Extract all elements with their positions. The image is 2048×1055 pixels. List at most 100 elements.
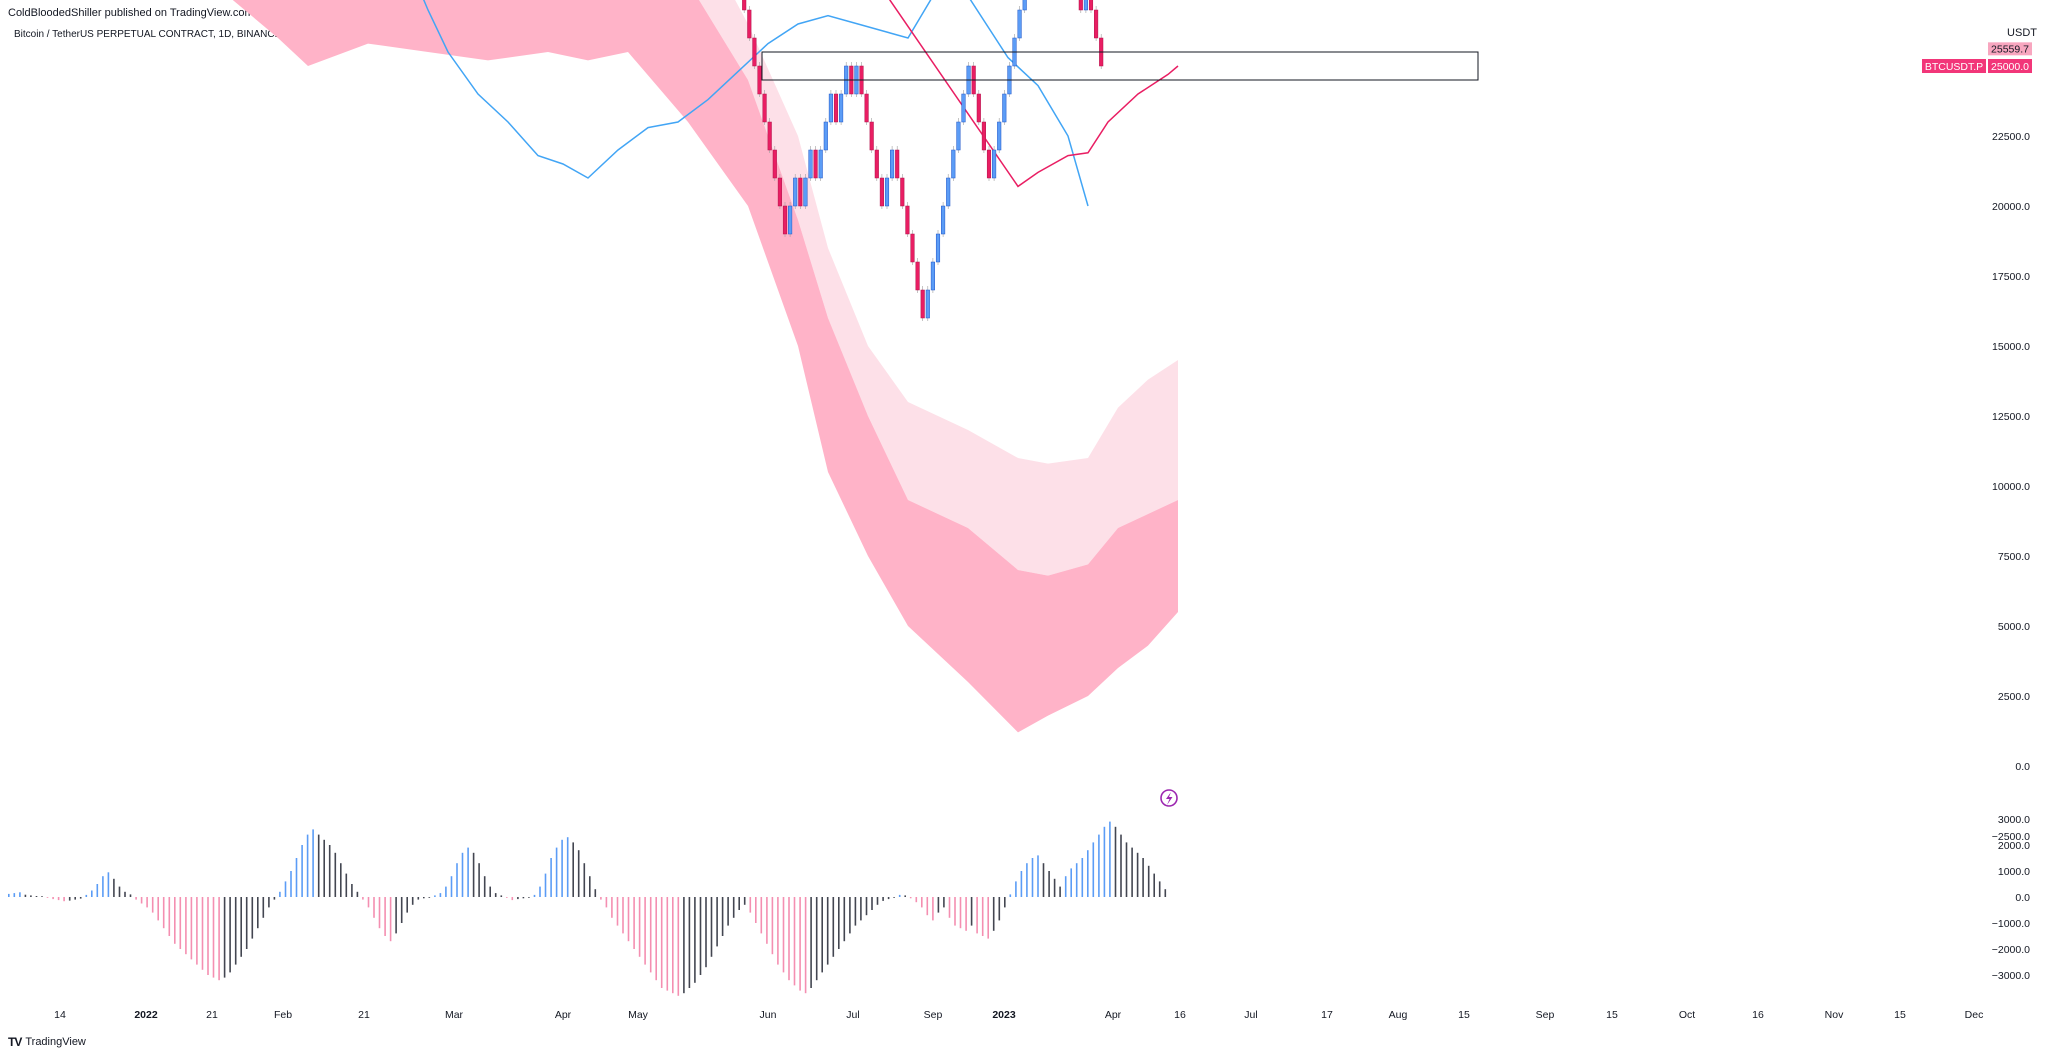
tradingview-logo: TV — [8, 1035, 22, 1049]
histogram-bar — [915, 897, 918, 903]
renko-brick-up — [839, 93, 844, 123]
histogram-bar — [550, 858, 552, 897]
histogram-bar — [826, 897, 829, 965]
histogram-bar — [904, 895, 906, 897]
renko-brick-down — [1094, 9, 1099, 39]
histogram-bar — [716, 897, 718, 947]
x-tick-label: 14 — [54, 1009, 66, 1021]
histogram-bar — [411, 897, 414, 905]
currency-label[interactable]: USDT — [2007, 27, 2037, 39]
histogram-bar — [921, 897, 923, 908]
renko-brick-up — [884, 177, 890, 207]
histogram-bar — [743, 897, 746, 905]
histogram-bar — [965, 897, 967, 931]
ribbon-bands — [232, 0, 1178, 733]
histogram-bar — [932, 897, 934, 921]
histogram-bar — [478, 863, 480, 897]
histogram-bar — [771, 897, 774, 955]
histogram-bar — [1114, 826, 1117, 897]
histogram-bar — [738, 897, 740, 910]
histogram-bar — [1153, 873, 1155, 897]
histogram-bar — [533, 894, 536, 897]
renko-brick-down — [986, 149, 992, 179]
histogram-bar — [766, 897, 768, 944]
histogram-bar — [234, 897, 237, 965]
renko-brick-down — [813, 149, 818, 179]
histogram-bar — [268, 897, 270, 908]
histogram-bar — [871, 897, 873, 910]
x-tick-label: Apr — [1105, 1009, 1122, 1021]
lightning-icon[interactable] — [1160, 789, 1178, 807]
histogram-bar — [976, 897, 978, 934]
histogram-bar — [400, 897, 403, 923]
x-tick-label: 16 — [1752, 1009, 1764, 1021]
histogram-bar — [1015, 881, 1017, 897]
histogram-bar — [212, 897, 215, 978]
histogram-bar — [898, 894, 901, 897]
renko-brick-up — [823, 121, 828, 151]
histogram-bar — [340, 863, 342, 897]
renko-brick-up — [925, 289, 930, 319]
y-tick-label: 7500.0 — [1998, 551, 2030, 563]
x-tick-label: Jul — [846, 1009, 859, 1021]
footer-brand[interactable]: TV TradingView — [8, 1035, 86, 1049]
histogram-bar — [1048, 871, 1050, 897]
histogram-bar — [1042, 863, 1045, 897]
x-tick-label: 17 — [1321, 1009, 1333, 1021]
histogram-bar — [168, 897, 171, 936]
histogram-bar — [273, 897, 276, 900]
time-axis[interactable]: 14 2022 21 Feb 21 Mar Apr May Jun Jul Sep 2023 Apr 16… — [54, 1009, 1983, 1021]
histogram-bar — [445, 886, 447, 897]
histogram-bar — [135, 897, 137, 900]
histogram-bar — [251, 897, 254, 939]
histogram-bar — [19, 892, 21, 897]
histogram-bar — [500, 895, 503, 897]
renko-brick-down — [757, 65, 762, 95]
renko-brick-down — [915, 261, 920, 291]
x-tick-label: Apr — [555, 1009, 572, 1021]
renko-brick-down — [762, 93, 767, 123]
renko-brick-down — [798, 177, 803, 207]
histogram-bar — [721, 897, 724, 936]
histogram-bar — [959, 897, 962, 929]
histogram-bar — [633, 897, 635, 949]
histogram-bar — [539, 886, 541, 897]
histogram-bar — [860, 897, 862, 921]
renko-brick-up — [951, 149, 956, 179]
histogram-bar — [24, 894, 27, 897]
x-tick-label: Sep — [924, 1009, 943, 1021]
symbol-title[interactable]: Bitcoin / TetherUS PERPETUAL CONTRACT, 1… — [14, 29, 389, 40]
histogram-bar — [1020, 871, 1023, 897]
histogram-bar — [124, 891, 126, 897]
renko-brick-up — [793, 177, 798, 207]
renko-brick-up — [1017, 9, 1022, 39]
histogram-bar — [1131, 847, 1133, 897]
histogram-bar — [1004, 897, 1006, 908]
oscillator-axis[interactable]: 3000.0 2000.0 1000.0 0.0 −1000.0 −2000.0 −3000… — [1992, 814, 2030, 982]
y-tick-label: 5000.0 — [1998, 621, 2030, 633]
histogram-bar — [96, 884, 99, 897]
renko-brick-up — [946, 177, 951, 207]
moving-average-blue — [422, 0, 1089, 207]
x-tick-label: 21 — [206, 1009, 218, 1021]
support-zone[interactable] — [761, 51, 1479, 81]
histogram-bar — [804, 897, 807, 994]
histogram-bar — [179, 897, 182, 949]
histogram-bar — [943, 897, 945, 908]
histogram-bar — [295, 858, 298, 897]
histogram-bar — [528, 897, 530, 898]
histogram-bar — [710, 897, 713, 957]
histogram-bar — [323, 839, 325, 897]
histogram-bar — [954, 897, 956, 926]
x-tick-label: 15 — [1894, 1009, 1906, 1021]
histogram-bar — [8, 893, 10, 897]
price-axis[interactable]: 62500.060000.057500.055000.052500.050000… — [1992, 0, 2030, 843]
histogram-bar — [782, 897, 785, 973]
histogram-bar — [600, 897, 602, 900]
histogram-bar — [998, 897, 1001, 921]
histogram-bar — [85, 894, 88, 897]
histogram-bar — [328, 845, 331, 897]
histogram-bar — [727, 897, 729, 926]
histogram-bar — [838, 897, 840, 949]
